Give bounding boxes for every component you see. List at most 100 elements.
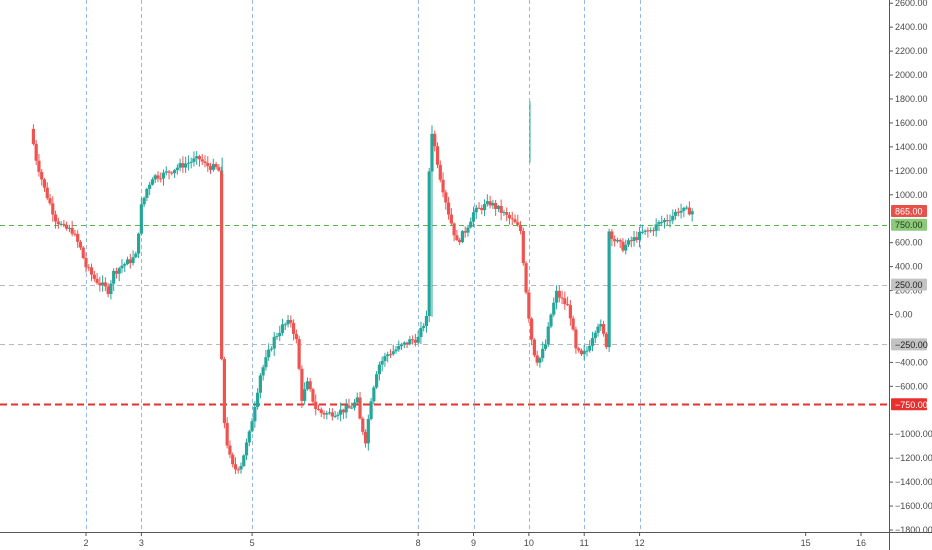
candle-body	[172, 170, 177, 174]
candle-body	[239, 465, 243, 470]
x-tick-label: 12	[635, 538, 645, 548]
candle-body	[153, 175, 157, 180]
candle-body	[441, 179, 445, 193]
candle-body	[668, 220, 672, 222]
candle-body	[394, 349, 398, 352]
candle-body	[397, 346, 401, 350]
candle-body	[527, 292, 531, 319]
candle-body	[405, 342, 409, 345]
candle-body	[344, 405, 348, 413]
candle-body	[687, 207, 691, 215]
candle-body	[206, 163, 210, 167]
candle-body	[51, 203, 55, 215]
candle-body	[131, 257, 135, 264]
candle-body	[466, 227, 470, 233]
candle-body	[136, 233, 141, 254]
candle-body	[286, 319, 290, 325]
candle-body	[67, 227, 71, 229]
candle-body	[53, 214, 58, 222]
candle-body	[128, 259, 132, 264]
reference-tag-label: −250.00	[895, 340, 928, 350]
candle-body	[488, 201, 492, 206]
candle-body	[491, 203, 495, 206]
candle-body	[643, 230, 647, 232]
candle-body	[352, 402, 357, 408]
candle-body	[156, 175, 160, 179]
candle-body	[87, 267, 91, 269]
candle-body	[280, 324, 285, 333]
candle-body	[34, 143, 38, 161]
candle-body	[42, 179, 47, 188]
candle-body	[297, 339, 301, 369]
candle-body	[654, 224, 658, 231]
price-tags: 750.00 250.00 −250.00 −750.00 865.00	[891, 204, 928, 411]
candle-body	[585, 350, 589, 352]
y-tick-label: 2400.00	[895, 22, 928, 32]
candle-body	[690, 211, 694, 215]
candle-body	[325, 413, 329, 415]
candle-body	[388, 354, 393, 356]
candle-body	[513, 219, 517, 223]
candle-body	[170, 172, 174, 174]
candle-body	[438, 164, 442, 180]
candle-body	[341, 409, 346, 413]
candle-body	[482, 204, 487, 211]
candle-body	[45, 187, 49, 199]
candle-body	[322, 412, 326, 415]
candle-body	[463, 231, 467, 233]
candle-body	[679, 210, 683, 213]
candle-body	[336, 414, 340, 416]
candle-body	[31, 128, 36, 144]
y-tick-label: 2000.00	[895, 70, 928, 80]
candle-body	[114, 270, 119, 274]
candle-body	[377, 364, 381, 375]
candle-body	[142, 197, 146, 205]
candle-body	[366, 419, 370, 444]
candle-body	[220, 170, 224, 360]
candle-body	[372, 387, 376, 402]
candle-body	[411, 339, 415, 341]
y-tick-label: 1400.00	[895, 142, 928, 152]
candle-body	[676, 211, 680, 213]
candle-body	[613, 239, 617, 242]
candle-body	[261, 367, 265, 376]
y-tick-label: 0.00	[895, 310, 913, 320]
candle-body	[485, 201, 489, 205]
candle-body	[469, 221, 473, 228]
candle-body	[184, 163, 188, 168]
candle-body	[632, 237, 636, 242]
candle-body	[267, 349, 271, 358]
y-tick-label: −1400.00	[895, 477, 932, 487]
last-price-tag-bg	[891, 204, 927, 217]
candle-body	[181, 163, 185, 168]
reference-tag-bg	[891, 278, 927, 291]
candle-body	[327, 412, 332, 414]
candle-body	[186, 162, 191, 164]
candle-body	[123, 264, 127, 266]
candle-body	[471, 212, 476, 222]
candle-body	[554, 290, 559, 303]
candle-body	[444, 192, 448, 203]
candle-body	[40, 171, 44, 180]
candle-body	[291, 322, 296, 334]
candle-body	[507, 214, 512, 219]
candle-body	[159, 178, 163, 180]
candle-body	[78, 241, 83, 248]
candle-body	[624, 244, 628, 251]
candle-body	[607, 231, 611, 348]
candle-body	[474, 207, 478, 213]
last-price-tag-label: 865.00	[895, 206, 923, 216]
candle-body	[408, 339, 412, 345]
candle-body	[563, 298, 567, 305]
y-tick-label: −1200.00	[895, 453, 932, 463]
candle-body	[236, 469, 240, 471]
candle-body	[264, 357, 268, 368]
candle-body	[455, 235, 459, 241]
candle-body	[413, 340, 417, 343]
candle-body	[651, 230, 656, 232]
candle-body	[214, 164, 218, 168]
candle-body	[278, 332, 282, 337]
candle-body	[231, 454, 235, 465]
candle-body	[208, 166, 213, 170]
x-tick-label: 8	[416, 538, 421, 548]
